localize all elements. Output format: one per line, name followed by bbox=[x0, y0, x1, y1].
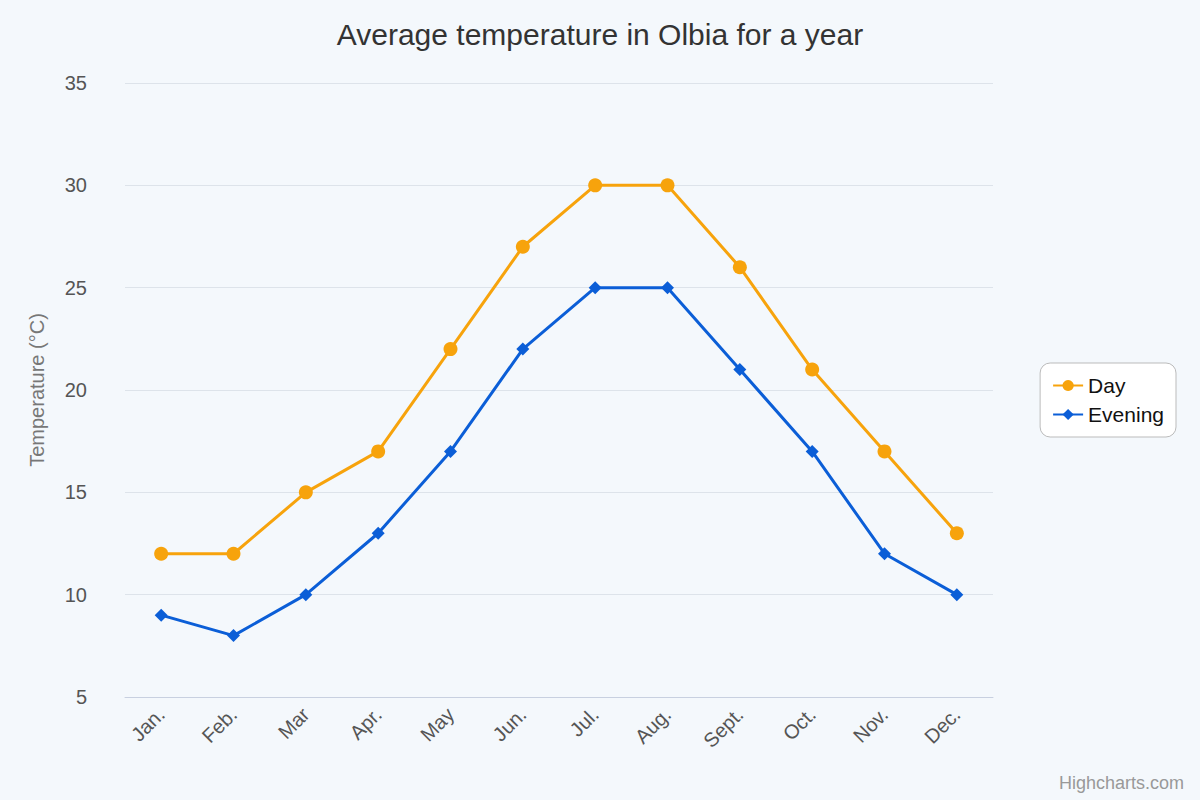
svg-text:Sept.: Sept. bbox=[699, 703, 748, 752]
svg-text:Jun.: Jun. bbox=[488, 703, 530, 745]
svg-text:Day: Day bbox=[1088, 374, 1126, 397]
svg-text:Evening: Evening bbox=[1088, 403, 1164, 426]
svg-text:Temperature (°C): Temperature (°C) bbox=[26, 313, 48, 467]
svg-text:10: 10 bbox=[65, 584, 87, 606]
svg-text:35: 35 bbox=[65, 72, 87, 94]
svg-text:Nov.: Nov. bbox=[849, 703, 893, 747]
svg-text:20: 20 bbox=[65, 379, 87, 401]
svg-text:Dec.: Dec. bbox=[920, 703, 965, 748]
svg-text:May: May bbox=[416, 703, 458, 745]
svg-text:25: 25 bbox=[65, 277, 87, 299]
svg-text:Highcharts.com: Highcharts.com bbox=[1059, 773, 1184, 793]
svg-text:Average temperature in Olbia f: Average temperature in Olbia for a year bbox=[337, 18, 863, 51]
svg-text:Aug.: Aug. bbox=[631, 703, 676, 748]
svg-text:Apr.: Apr. bbox=[345, 703, 386, 744]
svg-text:Jul.: Jul. bbox=[565, 703, 603, 741]
svg-text:5: 5 bbox=[76, 686, 87, 708]
svg-text:Mar: Mar bbox=[274, 703, 314, 743]
svg-text:15: 15 bbox=[65, 481, 87, 503]
svg-text:Jan.: Jan. bbox=[127, 703, 169, 745]
svg-text:Feb.: Feb. bbox=[197, 703, 241, 747]
svg-text:30: 30 bbox=[65, 174, 87, 196]
svg-text:Oct.: Oct. bbox=[778, 703, 819, 744]
